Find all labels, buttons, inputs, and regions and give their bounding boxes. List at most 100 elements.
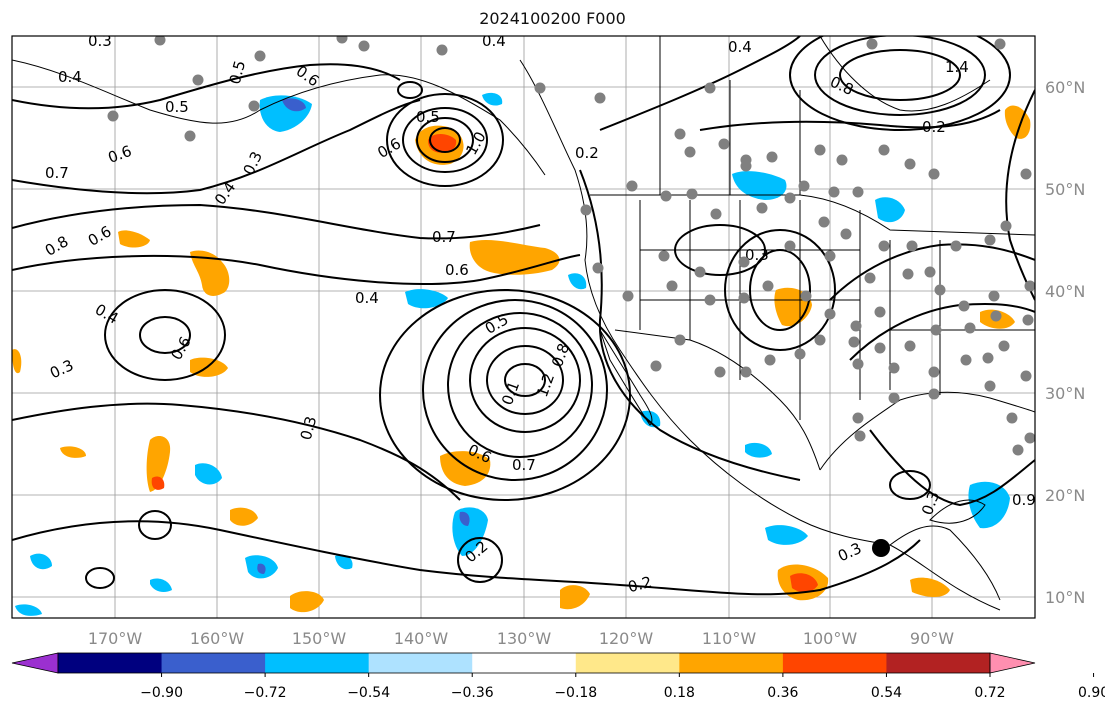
contour-line [85,567,115,589]
contour-label: 0.6 [445,261,469,279]
contour-label: 0.4 [355,289,379,307]
station-marker [878,144,890,156]
contour-line [504,363,546,397]
contour-line [422,299,608,481]
station-marker [852,358,864,370]
orange-patch [12,349,22,374]
station-marker [1000,220,1012,232]
station-marker [888,362,900,374]
colorbar-tick-label: 0.54 [871,685,902,701]
contour-line [789,36,1011,131]
station-marker [950,240,962,252]
longitude-tick-label: 110°W [702,629,757,648]
station-marker [710,208,722,220]
contour-line [674,224,766,276]
station-marker [904,340,916,352]
contour-label: 0.2 [575,144,599,162]
contour-label: 0.4 [482,32,506,50]
contour-line [889,470,931,500]
contour-label: 0.5 [226,59,250,87]
colorbar-tick-label: −0.54 [347,685,390,701]
red-patch [790,573,818,593]
station-marker [766,151,778,163]
station-marker [794,348,806,360]
colorbar-segment [472,653,577,673]
highlight-marker [872,539,890,557]
colorbar-segment [265,653,370,673]
contour-line [749,249,811,331]
station-marker [984,234,996,246]
station-marker [666,280,678,292]
colorbar-segment [575,653,680,673]
station-marker [740,160,752,172]
blue-patch [459,511,470,526]
contour-line [724,229,836,351]
contour-line [849,302,1035,361]
station-marker [592,262,604,274]
latitude-tick-label: 30°N [1045,384,1085,403]
longitude-tick-label: 90°W [910,629,954,648]
contour-line [416,117,474,163]
longitude-tick-label: 130°W [497,629,552,648]
alaska-coast [12,59,546,176]
contour-line [397,81,423,99]
hudson-bay [819,36,991,112]
contour-label: 0.2 [626,573,654,597]
red-patch [151,476,165,490]
station-marker [336,36,348,44]
station-marker [107,110,119,122]
contour-line [429,127,461,153]
station-marker [904,158,916,170]
colorbar-segment [679,653,784,673]
station-marker [906,240,918,252]
map-frame [11,35,1036,619]
cyan-patch [640,410,661,428]
colorbar-tick-label: −0.72 [244,685,287,701]
contour-line [12,63,401,110]
station-marker [964,322,976,334]
station-marker [850,320,862,332]
orange-patch [440,451,491,486]
contour-label: 0.3 [88,32,112,50]
longitude-axis: 170°W 160°W 150°W 140°W 130°W 120°W 110°W 100°W… [88,629,954,648]
station-marker [814,144,826,156]
station-marker [436,44,448,56]
station-marker [694,266,706,278]
station-marker [814,334,826,346]
contour-line [12,254,581,286]
contour-line [869,429,1035,507]
central-america [889,525,1001,601]
orange-patch [118,230,150,248]
station-marker [960,354,972,366]
station-marker [1022,314,1034,326]
station-marker [674,128,686,140]
station-marker [622,290,634,302]
longitude-tick-label: 160°W [190,629,245,648]
contours [12,36,1035,596]
colorbar-tick-label: 0.90 [1078,685,1105,701]
colorbar-segment [58,653,163,673]
station-marker [594,92,606,104]
latitude-tick-label: 50°N [1045,180,1085,199]
latitude-tick-label: 40°N [1045,282,1085,301]
station-marker [740,366,752,378]
station-marker [1024,280,1035,292]
colorbar-tick-label: 0.72 [974,685,1005,701]
colorbar-outline [57,652,991,674]
cyan-patch [765,525,808,545]
station-marker [824,250,836,262]
contour-line [402,107,488,173]
cyan-patch [405,289,448,309]
contour-line [386,93,504,187]
station-marker [686,188,698,200]
colorbar-tick-label: −0.36 [451,685,494,701]
station-marker [650,360,662,372]
contour-label: 0.5 [416,108,440,126]
cyan-patch [335,554,353,570]
station-marker [930,324,942,336]
station-marker [1012,444,1024,456]
contour-line [12,99,421,195]
orange-patch [60,446,86,458]
station-marker [874,306,886,318]
